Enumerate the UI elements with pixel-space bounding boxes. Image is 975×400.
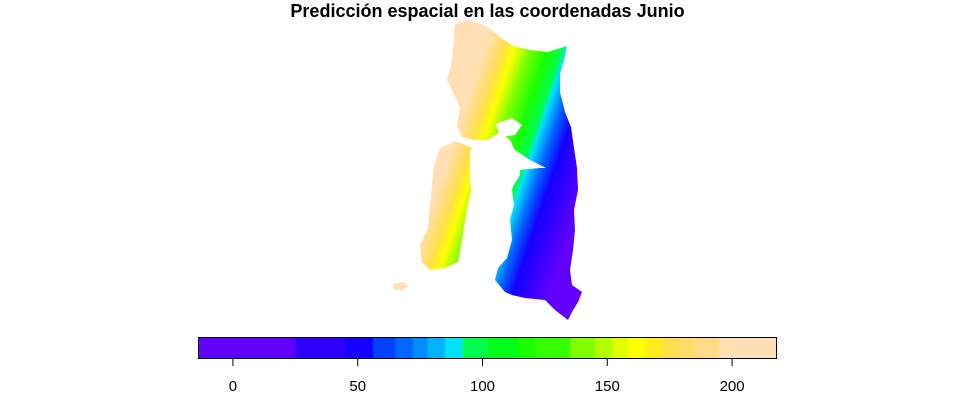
legend-bin-8 [462, 337, 489, 359]
legend-bin-5 [412, 337, 429, 359]
legend-bin-11 [534, 337, 571, 359]
legend-bin-15 [627, 337, 646, 359]
legend [198, 337, 778, 366]
legend-tick-label: 100 [469, 378, 496, 395]
legend-bin-13 [594, 337, 613, 359]
legend-bin-1 [295, 337, 346, 359]
legend-bin-3 [372, 337, 396, 359]
islet [393, 282, 408, 290]
map-title: Predicción espacial en las coordenadas J… [290, 1, 685, 21]
legend-bin-0 [198, 337, 296, 359]
southern-mainland [495, 168, 582, 320]
water-features [470, 118, 522, 210]
legend-tick-label: 0 [228, 378, 238, 395]
legend-bin-19 [694, 337, 721, 359]
chiloe-island [420, 141, 478, 270]
legend-frame [198, 337, 777, 359]
legend-bin-10 [517, 337, 536, 359]
legend-bin-14 [612, 337, 628, 359]
seno-reloncavi [496, 118, 522, 137]
legend-bin-9 [487, 337, 519, 359]
legend-bin-7 [445, 337, 464, 359]
legend-bin-12 [569, 337, 596, 359]
land-region [393, 20, 582, 320]
legend-bin-16 [644, 337, 663, 359]
legend-tick-label: 150 [594, 378, 620, 395]
northern-mainland [447, 20, 577, 170]
legend-bin-2 [345, 337, 374, 359]
legend-bin-18 [677, 337, 696, 359]
legend-bin-17 [662, 337, 678, 359]
legend-tick-label: 50 [349, 378, 367, 395]
legend-bin-6 [427, 337, 446, 359]
legend-tick-label: 200 [719, 378, 745, 395]
golfo-de-ancud [470, 144, 520, 210]
legend-bin-20 [719, 337, 778, 359]
legend-bin-4 [395, 337, 414, 359]
